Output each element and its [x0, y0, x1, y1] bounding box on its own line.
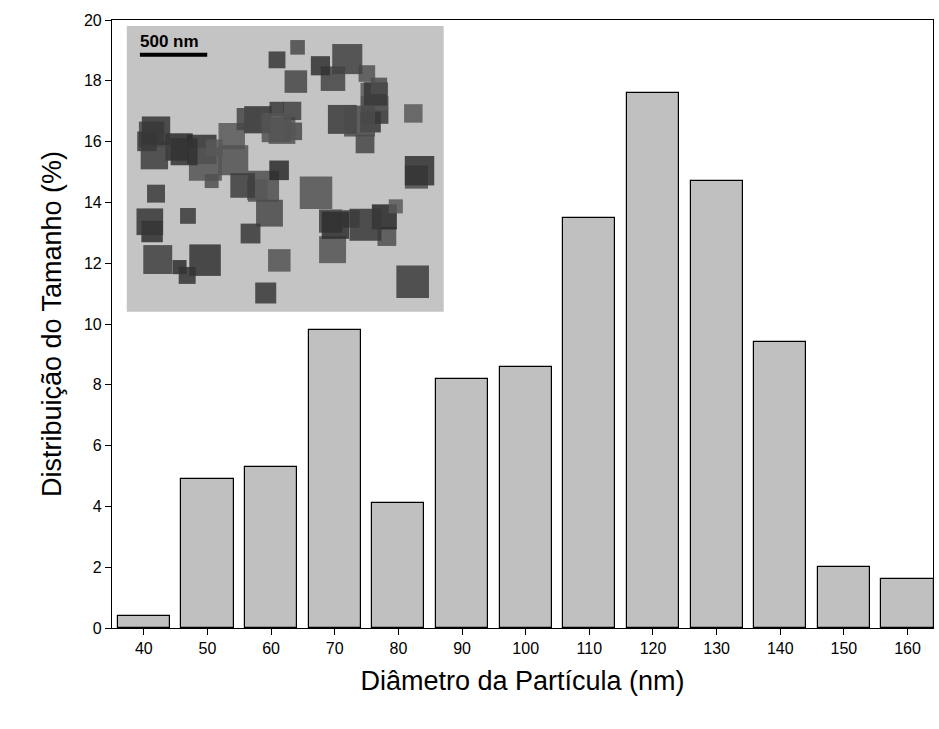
svg-text:8: 8 [93, 376, 102, 393]
svg-text:16: 16 [84, 133, 102, 150]
svg-text:10: 10 [84, 316, 102, 333]
svg-text:110: 110 [577, 640, 603, 657]
svg-text:60: 60 [262, 640, 280, 657]
svg-text:120: 120 [640, 640, 667, 657]
svg-text:2: 2 [93, 559, 102, 576]
svg-text:140: 140 [767, 640, 794, 657]
svg-text:0: 0 [93, 620, 102, 637]
svg-text:160: 160 [894, 640, 921, 657]
svg-text:70: 70 [326, 640, 344, 657]
svg-text:4: 4 [93, 498, 102, 515]
svg-text:18: 18 [84, 72, 102, 89]
svg-text:Diâmetro da Partícula (nm): Diâmetro da Partícula (nm) [360, 666, 684, 696]
svg-text:Distribuição do Tamanho (%): Distribuição do Tamanho (%) [37, 151, 67, 497]
svg-text:130: 130 [703, 640, 730, 657]
svg-text:14: 14 [84, 194, 102, 211]
svg-text:12: 12 [84, 255, 102, 272]
svg-text:500 nm: 500 nm [140, 32, 199, 51]
svg-text:150: 150 [831, 640, 858, 657]
svg-text:90: 90 [453, 640, 471, 657]
svg-text:80: 80 [390, 640, 408, 657]
svg-text:100: 100 [512, 640, 539, 657]
svg-text:20: 20 [84, 12, 102, 29]
svg-text:6: 6 [93, 437, 102, 454]
svg-text:40: 40 [135, 640, 153, 657]
svg-text:50: 50 [199, 640, 217, 657]
